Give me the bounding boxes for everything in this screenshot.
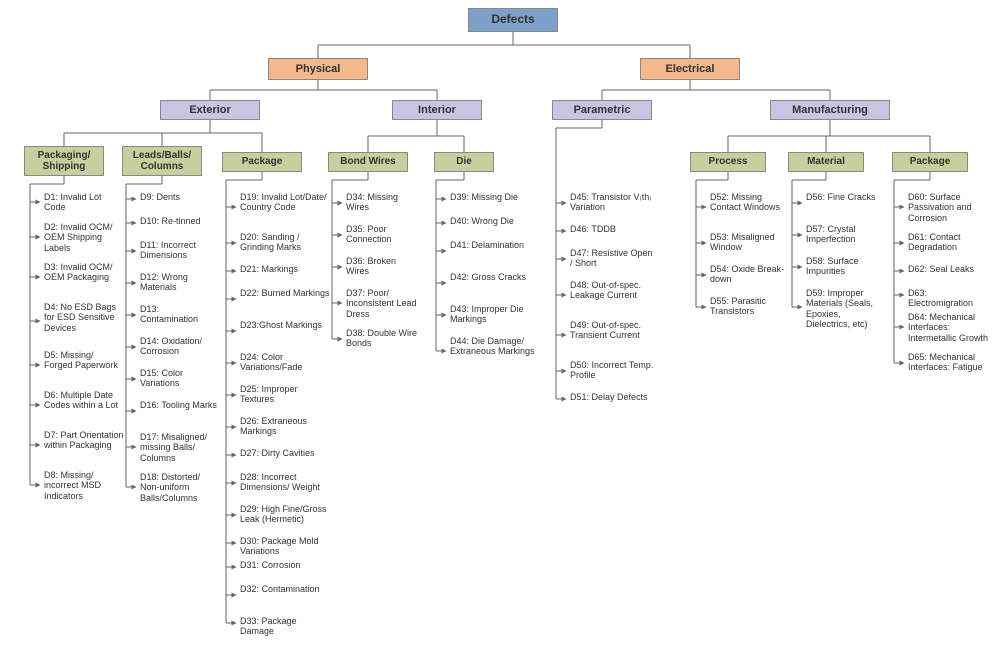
leaf-parametric-0: D45: Transistor V₍th₎ Variation	[570, 192, 656, 214]
leaf-packaging-3: D4: No ESD Bags for ESD Sensitive Device…	[44, 302, 124, 340]
leaf-bondwires-0: D34: Missing Wires	[346, 192, 420, 214]
leaf-package1-13: D32: Contamination	[240, 584, 330, 606]
leaf-packaging-0: D1: Invalid Lot Code	[44, 192, 124, 213]
leaf-material-3: D59: Improper Materials (Seals, Epoxies,…	[806, 288, 884, 329]
leaf-material-0: D56: Fine Cracks	[806, 192, 884, 214]
leaf-package1-10: D29: High Fine/Gross Leak (Hermetic)	[240, 504, 330, 526]
leaf-bondwires-2: D36: Broken Wires	[346, 256, 420, 278]
leaf-leads-8: D17: Misaligned/ missing Balls/ Columns	[140, 432, 218, 463]
leaf-leads-7: D16: Tooling Marks	[140, 400, 218, 422]
leaf-material-2: D58: Surface Impurities	[806, 256, 884, 278]
leaf-bondwires-1: D35: Poor Connection	[346, 224, 420, 246]
leaf-package2-4: D64: Mechanical Interfaces: Intermetalli…	[908, 312, 992, 343]
leaf-process-1: D53: Misaligned Window	[710, 232, 786, 254]
leaf-parametric-6: D51: Delay Defects	[570, 392, 656, 406]
leaf-packaging-4: D5: Missing/ Forged Paperwork	[44, 350, 124, 380]
leaf-package1-0: D19: Invalid Lot/Date/ Country Code	[240, 192, 330, 222]
node-electrical: Electrical	[640, 58, 740, 80]
leaf-die-3: D42: Gross Cracks	[450, 272, 536, 294]
leaf-package1-9: D28: Incorrect Dimensions/ Weight	[240, 472, 330, 494]
leaf-leads-9: D18: Distorted/ Non-uniform Balls/Column…	[140, 472, 218, 503]
node-manufacturing: Manufacturing	[770, 100, 890, 120]
leaf-parametric-2: D47: Resistive Open / Short	[570, 248, 656, 270]
leaf-packaging-7: D8: Missing/ incorrect MSD Indicators	[44, 470, 124, 501]
node-process: Process	[690, 152, 766, 172]
leaf-package2-2: D62: Seal Leaks	[908, 264, 992, 278]
leaf-die-2: D41: Delamination	[450, 240, 536, 262]
leaf-bondwires-3: D37: Poor/ Inconsistent Lead Dress	[346, 288, 420, 319]
node-root: Defects	[468, 8, 558, 32]
leaf-packaging-6: D7: Part Orientation within Packaging	[44, 430, 124, 460]
leaf-package1-7: D26: Extraneous Markings	[240, 416, 330, 438]
leaf-leads-2: D11: Incorrect Dimensions	[140, 240, 218, 262]
leaf-die-0: D39: Missing Die	[450, 192, 536, 206]
leaf-package1-2: D21: Markings	[240, 264, 330, 278]
leaf-die-1: D40: Wrong Die	[450, 216, 536, 230]
leaf-process-2: D54: Oxide Break-down	[710, 264, 786, 286]
leaf-parametric-4: D49: Out-of-spec. Transient Current	[570, 320, 656, 350]
leaf-package1-8: D27: Dirty Cavities	[240, 448, 330, 462]
leaf-package2-5: D65: Mechanical Interfaces: Fatigue	[908, 352, 992, 374]
leaf-package1-14: D33: Package Damage	[240, 616, 330, 637]
node-physical: Physical	[268, 58, 368, 80]
leaf-material-1: D57: Crystal Imperfection	[806, 224, 884, 246]
leaf-package1-5: D24: Color Variations/Fade	[240, 352, 330, 374]
leaf-leads-1: D10: Re-tinned	[140, 216, 218, 230]
leaf-package1-1: D20: Sanding / Grinding Marks	[240, 232, 330, 254]
node-material: Material	[788, 152, 864, 172]
leaf-leads-5: D14: Oxidation/ Corrosion	[140, 336, 218, 358]
node-exterior: Exterior	[160, 100, 260, 120]
leaf-package1-11: D30: Package Mold Variations	[240, 536, 330, 557]
leaf-packaging-1: D2: Invalid OCM/ OEM Shipping Labels	[44, 222, 124, 253]
leaf-die-4: D43: Improper Die Markings	[450, 304, 536, 326]
leaf-leads-3: D12: Wrong Materials	[140, 272, 218, 294]
node-die: Die	[434, 152, 494, 172]
leaf-leads-0: D9: Dents	[140, 192, 218, 206]
node-package2: Package	[892, 152, 968, 172]
leaf-leads-6: D15: Color Variations	[140, 368, 218, 390]
leaf-parametric-5: D50: Incorrect Temp. Profile	[570, 360, 656, 382]
node-leads: Leads/Balls/Columns	[122, 146, 202, 176]
leaf-package1-3: D22: Burned Markings	[240, 288, 330, 310]
leaf-bondwires-4: D38: Double Wire Bonds	[346, 328, 420, 350]
leaf-process-0: D52: Missing Contact Windows	[710, 192, 786, 222]
node-interior: Interior	[392, 100, 482, 120]
leaf-package2-3: D63: Electromigration	[908, 288, 992, 309]
leaf-packaging-2: D3: Invalid OCM/ OEM Packaging	[44, 262, 124, 292]
leaf-package2-1: D61: Contact Degradation	[908, 232, 992, 254]
leaf-parametric-1: D46: TDDB	[570, 224, 656, 238]
leaf-parametric-3: D48: Out-of-spec. Leakage Current	[570, 280, 656, 310]
leaf-die-5: D44: Die Damage/ Extraneous Markings	[450, 336, 536, 366]
node-bondwires: Bond Wires	[328, 152, 408, 172]
defect-tree-diagram: Defects Physical Electrical Exterior Interio…	[0, 0, 996, 667]
leaf-package2-0: D60: Surface Passivation and Corrosion	[908, 192, 992, 223]
leaf-package1-4: D23:Ghost Markings	[240, 320, 330, 342]
node-parametric: Parametric	[552, 100, 652, 120]
leaf-leads-4: D13: Contamination	[140, 304, 218, 326]
leaf-package1-6: D25: Improper Textures	[240, 384, 330, 406]
leaf-process-3: D55: Parasitic Transistors	[710, 296, 786, 318]
node-packaging: Packaging/Shipping	[24, 146, 104, 176]
leaf-packaging-5: D6: Multiple Date Codes within a Lot	[44, 390, 124, 420]
leaf-package1-12: D31: Corrosion	[240, 560, 330, 574]
node-package1: Package	[222, 152, 302, 172]
